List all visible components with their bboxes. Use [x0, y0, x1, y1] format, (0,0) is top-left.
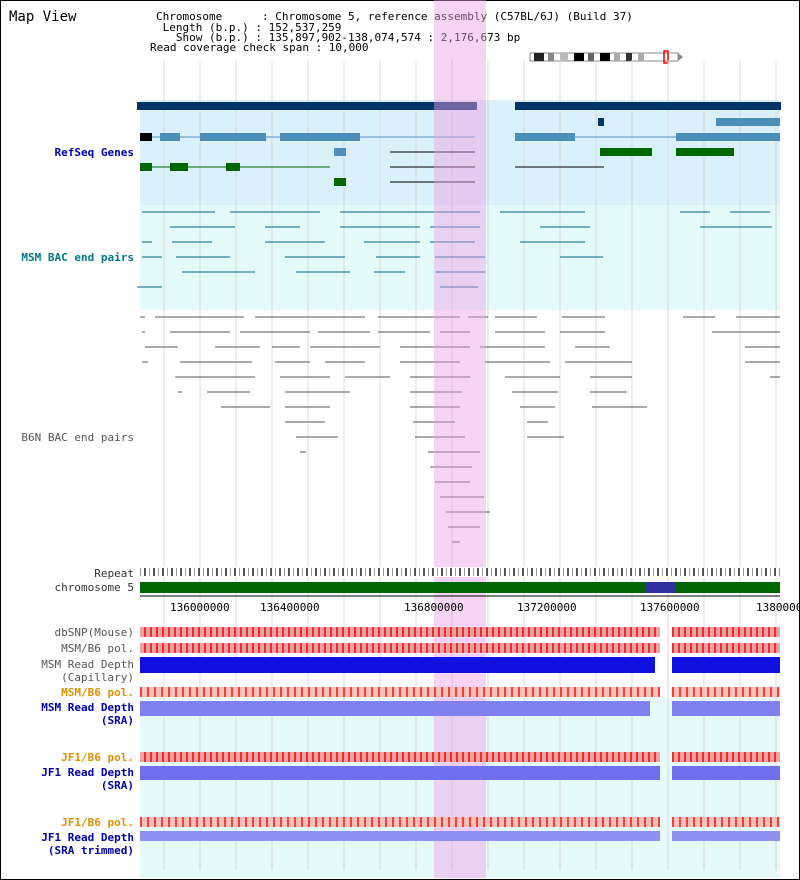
msm-bac-pairs — [137, 211, 772, 288]
msm-bac-label[interactable]: MSM BAC end pairs — [21, 251, 134, 264]
axis-tick: 138000000 — [756, 601, 800, 614]
msm-read-depth-cap-sub: (Capillary) — [61, 671, 134, 684]
msm-depth-sra-track — [140, 701, 650, 716]
show-range-info: Show (b.p.) : 135,897,902-138,074,574 : … — [156, 31, 521, 44]
selected-region-highlight — [434, 0, 486, 878]
msm-b6-pol-label[interactable]: MSM/B6 pol. — [61, 642, 134, 655]
msm-read-depth-sra-sub: (SRA) — [100, 714, 134, 727]
length-info: Length (b.p.) : 152,537,259 — [156, 21, 342, 34]
chromosome-info: Chromosome : Chromosome 5, reference ass… — [156, 10, 633, 23]
chromosome-bar — [140, 582, 780, 593]
b6n-bac-label[interactable]: B6N BAC end pairs — [21, 431, 134, 444]
axis-tick: 137600000 — [640, 601, 700, 614]
msm-depth-capillary-track — [140, 657, 655, 673]
dbsnp-label[interactable]: dbSNP(Mouse) — [54, 626, 134, 639]
jf1-read-depth-trim-label[interactable]: JF1 Read Depth — [41, 831, 134, 844]
jf1-read-depth-trim-sub: (SRA trimmed) — [47, 844, 134, 857]
chromosome-label[interactable]: chromosome 5 — [54, 581, 134, 594]
dbsnp-track — [140, 627, 660, 637]
jf1-b6-pol-2-label[interactable]: JF1/B6 pol. — [61, 816, 134, 829]
refseq-genes-label[interactable]: RefSeq Genes — [54, 146, 134, 159]
refseq-gene-rows — [137, 102, 781, 186]
sra-depth-bg — [140, 698, 780, 878]
axis-tick: 136400000 — [260, 601, 320, 614]
chromosome-ideogram[interactable] — [528, 50, 688, 64]
msm-b6-pol-track — [140, 643, 660, 653]
msm-read-depth-cap-label[interactable]: MSM Read Depth — [41, 658, 134, 671]
grid-lines — [163, 60, 777, 870]
axis-tick: 137200000 — [517, 601, 577, 614]
jf1-depth-sra-track — [140, 766, 660, 780]
jf1-b6-pol-track — [140, 752, 660, 762]
repeat-track — [140, 567, 780, 577]
msm-b6-pol-sra-track — [140, 687, 660, 697]
axis-tick: 136000000 — [170, 601, 230, 614]
jf1-b6-pol-2-track — [140, 817, 660, 827]
b6n-bac-pairs — [140, 316, 780, 543]
jf1-read-depth-sra-label[interactable]: JF1 Read Depth — [41, 766, 134, 779]
axis-tick: 136800000 — [404, 601, 464, 614]
jf1-b6-pol-label[interactable]: JF1/B6 pol. — [61, 751, 134, 764]
msm-b6-pol-sra-label[interactable]: MSM/B6 pol. — [61, 686, 134, 699]
jf1-read-depth-sra-sub: (SRA) — [100, 779, 134, 792]
page-title: Map View — [9, 9, 77, 25]
coverage-span-info: Read coverage check span : 10,000 — [150, 41, 369, 54]
jf1-depth-trim-track — [140, 831, 660, 841]
repeat-label[interactable]: Repeat — [94, 567, 134, 580]
msm-read-depth-sra-label[interactable]: MSM Read Depth — [41, 701, 134, 714]
